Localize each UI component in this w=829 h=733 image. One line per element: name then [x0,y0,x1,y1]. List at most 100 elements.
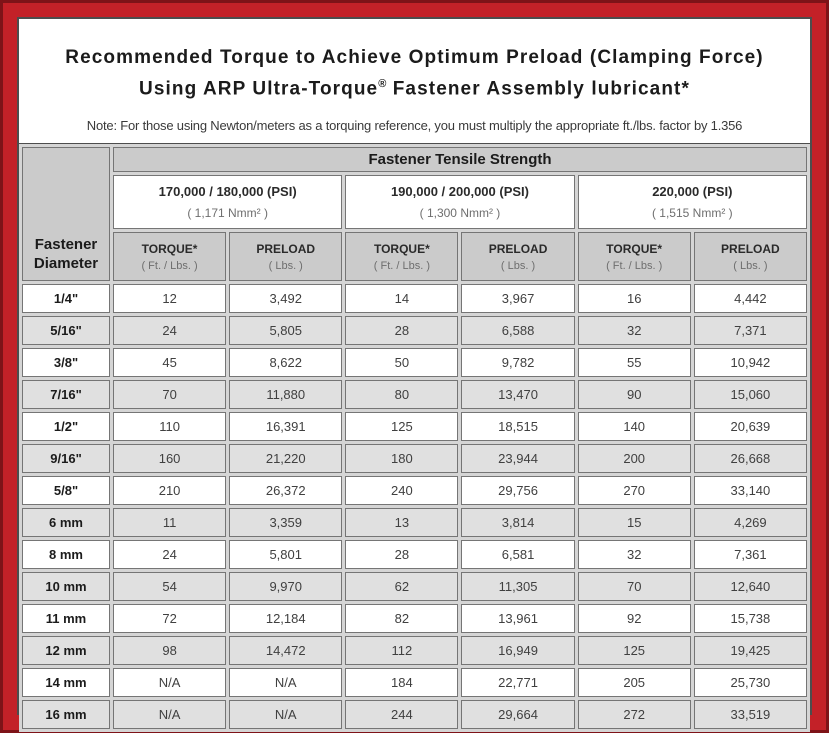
preload-value-cell: 16,391 [229,412,343,441]
torque-value-cell: 160 [113,444,227,473]
fastener-diameter-cell: 5/16" [22,316,110,345]
preload-value-cell: 33,140 [693,476,807,505]
torque-unit: ( Ft. / Lbs. ) [606,259,663,272]
torque-value-cell: 28 [345,316,459,345]
psi-header-row: 170,000 / 180,000 (PSI) ( 1,171 Nmm² ) 1… [22,175,807,229]
preload-column-header: PRELOAD ( Lbs. ) [693,232,807,281]
strength-group-header-220: 220,000 (PSI) ( 1,515 Nmm² ) [577,175,807,229]
torque-value-cell: 14 [345,284,459,313]
torque-value-cell: 32 [577,316,691,345]
preload-value-cell: 9,782 [461,348,575,377]
page-title: Recommended Torque to Achieve Optimum Pr… [65,47,764,68]
torque-value-cell: 90 [577,380,691,409]
subtitle-text-continued: Fastener Assembly lubricant* [386,78,690,100]
preload-value-cell: 13,470 [461,380,575,409]
preload-value-cell: N/A [229,668,343,697]
torque-value-cell: 112 [345,636,459,665]
preload-value-cell: 25,730 [693,668,807,697]
torque-label: TORQUE* [373,241,430,256]
torque-value-cell: 110 [113,412,227,441]
torque-column-header: TORQUE* ( Ft. / Lbs. ) [113,232,227,281]
fastener-diameter-cell: 5/8" [22,476,110,505]
torque-value-cell: 24 [113,540,227,569]
fastener-diameter-cell: 8 mm [22,540,110,569]
fastener-diameter-cell: 7/16" [22,380,110,409]
torque-unit: ( Ft. / Lbs. ) [373,259,430,272]
nmm-rating: ( 1,171 Nmm² ) [187,206,268,220]
torque-value-cell: 80 [345,380,459,409]
preload-value-cell: 23,944 [461,444,575,473]
preload-value-cell: 6,588 [461,316,575,345]
title-block: Recommended Torque to Achieve Optimum Pr… [19,19,810,143]
preload-value-cell: 12,184 [229,604,343,633]
table-row: 5/8" 210 26,372 240 29,756 270 33,140 [22,476,807,505]
preload-value-cell: 19,425 [693,636,807,665]
table-row: 14 mm N/A N/A 184 22,771 205 25,730 [22,668,807,697]
table-row: 8 mm 24 5,801 28 6,581 32 7,361 [22,540,807,569]
strength-group-header-170: 170,000 / 180,000 (PSI) ( 1,171 Nmm² ) [113,175,343,229]
torque-column-header: TORQUE* ( Ft. / Lbs. ) [577,232,691,281]
preload-value-cell: 6,581 [461,540,575,569]
preload-value-cell: 16,949 [461,636,575,665]
tensile-strength-header: Fastener Tensile Strength [113,147,807,172]
torque-value-cell: 270 [577,476,691,505]
preload-unit: ( Lbs. ) [268,259,303,272]
torque-value-cell: 70 [113,380,227,409]
content-panel: Recommended Torque to Achieve Optimum Pr… [17,17,812,732]
torque-value-cell: 184 [345,668,459,697]
fastener-diameter-cell: 12 mm [22,636,110,665]
table-row: 16 mm N/A N/A 244 29,664 272 33,519 [22,700,807,729]
preload-value-cell: 3,814 [461,508,575,537]
preload-value-cell: 11,880 [229,380,343,409]
table-row: 6 mm 11 3,359 13 3,814 15 4,269 [22,508,807,537]
preload-value-cell: 3,492 [229,284,343,313]
fastener-diameter-cell: 11 mm [22,604,110,633]
torque-value-cell: 13 [345,508,459,537]
preload-value-cell: 22,771 [461,668,575,697]
preload-value-cell: 8,622 [229,348,343,377]
torque-value-cell: 180 [345,444,459,473]
preload-value-cell: 7,371 [693,316,807,345]
torque-value-cell: 210 [113,476,227,505]
torque-value-cell: 72 [113,604,227,633]
torque-value-cell: 55 [577,348,691,377]
preload-value-cell: 5,805 [229,316,343,345]
preload-value-cell: 9,970 [229,572,343,601]
table-row: 9/16" 160 21,220 180 23,944 200 26,668 [22,444,807,473]
fastener-diameter-cell: 14 mm [22,668,110,697]
preload-label: PRELOAD [721,241,780,256]
fastener-diameter-cell: 3/8" [22,348,110,377]
torque-value-cell: 140 [577,412,691,441]
preload-label: PRELOAD [488,241,548,256]
column-header-row: TORQUE* ( Ft. / Lbs. ) PRELOAD ( Lbs. ) … [22,232,807,281]
preload-value-cell: 29,756 [461,476,575,505]
fastener-diameter-cell: 9/16" [22,444,110,473]
preload-value-cell: 29,664 [461,700,575,729]
torque-value-cell: 54 [113,572,227,601]
table-row: 10 mm 54 9,970 62 11,305 70 12,640 [22,572,807,601]
preload-unit: ( Lbs. ) [733,259,768,272]
preload-value-cell: 5,801 [229,540,343,569]
preload-value-cell: 20,639 [693,412,807,441]
torque-value-cell: 70 [577,572,691,601]
preload-column-header: PRELOAD ( Lbs. ) [461,232,575,281]
preload-value-cell: 13,961 [461,604,575,633]
preload-value-cell: 12,640 [693,572,807,601]
torque-value-cell: 205 [577,668,691,697]
preload-value-cell: 21,220 [229,444,343,473]
table-row: 12 mm 98 14,472 112 16,949 125 19,425 [22,636,807,665]
table-row: 1/4" 12 3,492 14 3,967 16 4,442 [22,284,807,313]
torque-value-cell: N/A [113,700,227,729]
torque-value-cell: 125 [345,412,459,441]
torque-value-cell: 28 [345,540,459,569]
torque-value-cell: 98 [113,636,227,665]
preload-value-cell: 18,515 [461,412,575,441]
torque-column-header: TORQUE* ( Ft. / Lbs. ) [345,232,459,281]
registered-trademark-symbol: ® [378,78,387,90]
preload-label: PRELOAD [256,241,316,256]
table-row: 3/8" 45 8,622 50 9,782 55 10,942 [22,348,807,377]
torque-value-cell: 200 [577,444,691,473]
psi-rating: 170,000 / 180,000 (PSI) [158,184,297,199]
preload-value-cell: 10,942 [693,348,807,377]
